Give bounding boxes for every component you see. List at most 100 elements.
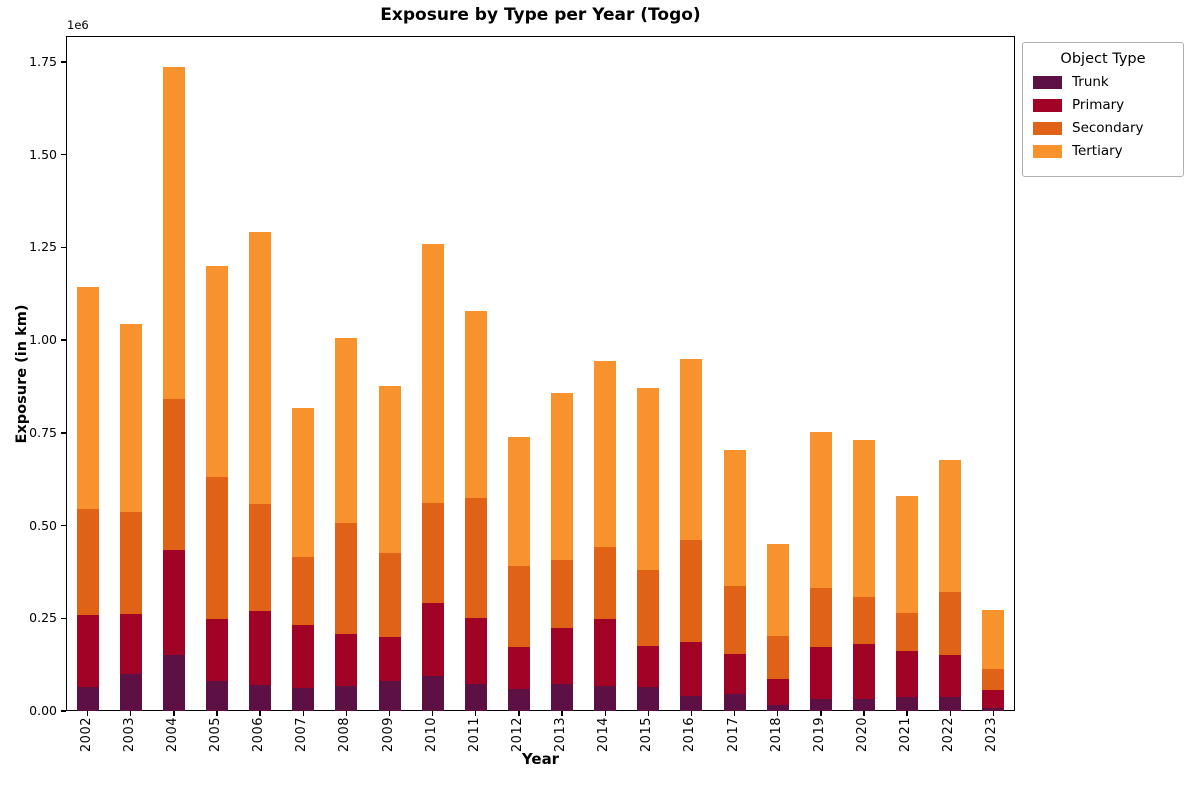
x-tick-mark xyxy=(431,711,434,716)
bar-segment-primary-2022 xyxy=(939,654,962,697)
bar-segment-trunk-2005 xyxy=(205,680,228,711)
bar-segment-tertiary-2012 xyxy=(507,436,530,567)
x-tick-label-2004: 2004 xyxy=(164,717,180,753)
bar-segment-secondary-2002 xyxy=(76,508,99,616)
bar-segment-trunk-2013 xyxy=(551,684,574,711)
bar-segment-primary-2023 xyxy=(982,690,1005,709)
bar-segment-trunk-2009 xyxy=(378,680,401,711)
bar-segment-primary-2011 xyxy=(464,617,487,684)
chart-title: Exposure by Type per Year (Togo) xyxy=(380,5,701,25)
x-tick-label-2021: 2021 xyxy=(898,717,914,753)
x-tick-label-2015: 2015 xyxy=(639,717,655,753)
bar-segment-primary-2012 xyxy=(507,646,530,689)
bar-segment-secondary-2003 xyxy=(119,511,142,614)
x-tick-mark xyxy=(863,711,865,716)
legend-swatch-tertiary xyxy=(1033,144,1062,158)
bar-segment-primary-2019 xyxy=(809,647,832,699)
x-tick-label-2020: 2020 xyxy=(855,717,871,753)
bar-segment-secondary-2006 xyxy=(249,504,272,612)
legend-label: Secondary xyxy=(1072,120,1144,136)
bar-segment-tertiary-2006 xyxy=(249,232,272,505)
x-tick-mark xyxy=(561,711,563,716)
x-tick-label-2014: 2014 xyxy=(596,717,612,753)
bar-segment-tertiary-2005 xyxy=(205,265,228,478)
x-tick-mark xyxy=(216,711,218,716)
x-tick-label-2017: 2017 xyxy=(725,717,741,753)
x-tick-mark xyxy=(173,711,175,716)
x-tick-mark xyxy=(86,711,89,716)
legend-swatch-primary xyxy=(1033,98,1062,112)
y-tick-label: 1.75 xyxy=(29,54,57,69)
x-tick-mark xyxy=(259,711,261,716)
x-tick-mark xyxy=(949,711,951,716)
bar-segment-tertiary-2013 xyxy=(551,393,574,561)
legend-title: Object Type xyxy=(1060,51,1146,67)
bar-segment-tertiary-2009 xyxy=(378,385,401,553)
legend-swatch-secondary xyxy=(1033,121,1062,135)
bar-segment-tertiary-2021 xyxy=(896,495,919,614)
y-tick-label: 1.00 xyxy=(29,332,57,348)
bar-segment-secondary-2012 xyxy=(507,566,530,647)
legend: Object Type Trunk Primary Secondary Tertiar… xyxy=(1022,42,1184,177)
x-tick-mark xyxy=(820,711,822,716)
y-tick-mark xyxy=(61,617,66,619)
legend-item-primary: Primary xyxy=(1033,97,1173,113)
bar-segment-trunk-2020 xyxy=(853,698,876,711)
bar-segment-secondary-2004 xyxy=(162,399,185,551)
y-tick-label: 0.25 xyxy=(29,610,57,626)
bar-segment-primary-2005 xyxy=(205,619,228,681)
bar-segment-primary-2014 xyxy=(594,619,617,686)
bar-segment-primary-2007 xyxy=(292,624,315,688)
legend-item-secondary: Secondary xyxy=(1033,120,1173,136)
legend-label: Trunk xyxy=(1072,74,1109,90)
bar-segment-tertiary-2016 xyxy=(680,358,703,540)
bar-segment-tertiary-2011 xyxy=(464,311,487,498)
bar-segment-tertiary-2002 xyxy=(76,286,99,509)
x-tick-label-2005: 2005 xyxy=(207,717,223,753)
bar-segment-secondary-2005 xyxy=(205,477,228,620)
y-tick-mark xyxy=(61,432,66,434)
x-axis-label: Year xyxy=(521,750,560,768)
bar-segment-primary-2004 xyxy=(162,550,185,656)
y-tick-label: 1.50 xyxy=(29,146,57,162)
bar-segment-tertiary-2017 xyxy=(723,449,746,586)
x-tick-label-2013: 2013 xyxy=(553,717,569,753)
y-tick-label: 0.00 xyxy=(29,703,57,718)
y-tick-mark xyxy=(61,339,66,341)
bar-segment-trunk-2011 xyxy=(464,683,487,711)
bar-segment-primary-2016 xyxy=(680,642,703,697)
bar-segment-primary-2017 xyxy=(723,653,746,695)
bar-segment-secondary-2007 xyxy=(292,557,315,625)
bar-segment-secondary-2023 xyxy=(982,669,1005,691)
bar-segment-secondary-2009 xyxy=(378,552,401,637)
y-tick-label: 0.50 xyxy=(29,517,57,533)
bar-segment-primary-2002 xyxy=(76,615,99,687)
legend-label: Primary xyxy=(1072,97,1125,113)
bar-segment-trunk-2008 xyxy=(335,685,358,711)
x-tick-label-2018: 2018 xyxy=(768,717,784,753)
x-tick-mark xyxy=(388,711,391,716)
x-tick-label-2019: 2019 xyxy=(811,717,827,753)
x-tick-label-2022: 2022 xyxy=(941,717,957,753)
bar-segment-secondary-2016 xyxy=(680,539,703,643)
bar-segment-primary-2006 xyxy=(249,611,272,686)
x-tick-label-2003: 2003 xyxy=(121,717,137,753)
bar-segment-trunk-2017 xyxy=(723,694,746,711)
x-tick-label-2012: 2012 xyxy=(509,717,525,753)
x-tick-mark xyxy=(518,711,520,716)
legend-item-trunk: Trunk xyxy=(1033,74,1173,90)
bar-segment-trunk-2003 xyxy=(119,673,142,711)
x-tick-label-2002: 2002 xyxy=(78,717,94,753)
bar-segment-trunk-2021 xyxy=(896,696,919,711)
bar-segment-tertiary-2018 xyxy=(766,544,789,637)
y-tick-mark xyxy=(61,246,66,249)
legend-items: Trunk Primary Secondary Tertiary xyxy=(1033,74,1173,159)
x-tick-mark xyxy=(345,711,348,716)
bar-segment-tertiary-2019 xyxy=(809,432,832,588)
x-tick-mark xyxy=(130,711,132,716)
bar-segment-secondary-2011 xyxy=(464,497,487,618)
bar-segment-secondary-2020 xyxy=(853,597,876,645)
bar-segment-trunk-2016 xyxy=(680,696,703,711)
bar-segment-tertiary-2007 xyxy=(292,408,315,558)
